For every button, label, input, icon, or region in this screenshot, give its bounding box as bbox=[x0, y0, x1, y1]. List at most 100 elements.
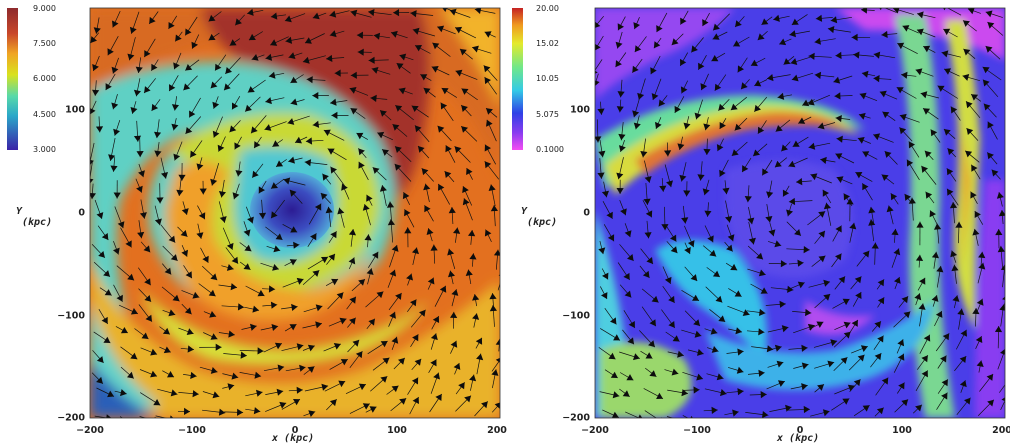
left-y-tick-minus100: −100 bbox=[57, 310, 85, 322]
left-velocity-arrow-head bbox=[329, 30, 337, 38]
right-velocity-arrow-head bbox=[886, 205, 894, 213]
left-velocity-arrow-head bbox=[185, 271, 192, 279]
right-velocity-arrow-head bbox=[618, 133, 626, 141]
left-velocity-arrow-head bbox=[244, 244, 252, 252]
right-velocity-arrows bbox=[595, 8, 1005, 418]
right-velocity-arrow-head bbox=[853, 379, 861, 387]
left-velocity-arrow-head bbox=[256, 389, 263, 397]
left-velocity-arrow-head bbox=[399, 398, 407, 405]
left-velocity-arrow-head bbox=[371, 67, 379, 74]
left-velocity-arrow-head bbox=[250, 323, 257, 331]
left-velocity-arrow-head bbox=[245, 104, 252, 112]
left-velocity-arrow-head bbox=[90, 192, 96, 200]
right-velocity-arrow-head bbox=[780, 260, 787, 268]
right-velocity-arrow-head bbox=[727, 234, 735, 242]
left-velocity-arrow-head bbox=[442, 8, 447, 12]
right-velocity-arrow-head bbox=[960, 329, 967, 337]
left-velocity-arrow-head bbox=[208, 14, 216, 22]
right-velocity-arrow-head bbox=[987, 121, 994, 129]
left-velocity-arrow-head bbox=[392, 124, 400, 131]
right-velocity-arrow-head bbox=[838, 276, 846, 284]
left-velocity-arrow-head bbox=[450, 311, 458, 318]
right-velocity-arrow-head bbox=[807, 323, 815, 331]
right-velocity-arrow-head bbox=[757, 33, 765, 41]
left-velocity-arrow-head bbox=[120, 327, 128, 334]
right-velocity-arrow-head bbox=[855, 172, 863, 179]
left-velocity-arrow-head bbox=[404, 227, 412, 234]
left-velocity-arrow-head bbox=[289, 324, 297, 331]
right-velocity-arrow-head bbox=[874, 321, 881, 329]
left-velocity-arrow-head bbox=[396, 63, 404, 70]
right-velocity-arrow-head bbox=[999, 304, 1005, 311]
left-velocity-arrow-head bbox=[432, 42, 440, 50]
right-velocity-arrow-head bbox=[851, 319, 858, 327]
left-velocity-arrow-head bbox=[113, 247, 120, 255]
left-velocity-arrow-head bbox=[488, 184, 496, 191]
left-velocity-arrow-head bbox=[355, 351, 363, 359]
left-velocity-arrow-head bbox=[212, 391, 220, 399]
left-velocity-arrow-head bbox=[296, 343, 304, 351]
right-velocity-arrow-head bbox=[946, 168, 954, 176]
right-velocity-arrow-head bbox=[632, 65, 639, 73]
right-velocity-arrow-head bbox=[719, 169, 726, 177]
left-velocity-arrow-head bbox=[186, 328, 194, 335]
right-velocity-arrow-head bbox=[982, 66, 990, 74]
left-velocity-arrow-head bbox=[113, 192, 121, 199]
right-velocity-arrow-head bbox=[711, 346, 719, 353]
left-velocity-arrow-head bbox=[231, 256, 239, 264]
left-velocity-arrow-head bbox=[103, 336, 111, 343]
left-velocity-arrow-head bbox=[129, 26, 137, 34]
right-velocity-arrow-head bbox=[774, 240, 782, 248]
right-velocity-arrow-head bbox=[742, 309, 750, 316]
left-velocity-arrow-head bbox=[181, 208, 189, 215]
left-velocity-arrow-head bbox=[137, 231, 145, 239]
right-velocity-arrow-shaft bbox=[1000, 399, 1005, 411]
right-velocity-arrow-shaft bbox=[595, 73, 599, 86]
left-velocity-arrow-head bbox=[462, 198, 470, 206]
right-velocity-arrow-head bbox=[598, 150, 606, 158]
right-velocity-arrow-head bbox=[734, 123, 742, 131]
left-velocity-arrow-head bbox=[459, 48, 467, 56]
right-velocity-arrow-head bbox=[873, 133, 881, 141]
left-velocity-arrow-head bbox=[212, 130, 220, 138]
right-velocity-arrow-head bbox=[882, 111, 890, 119]
right-velocity-arrow-head bbox=[959, 380, 967, 388]
right-velocity-arrow-head bbox=[943, 129, 951, 136]
left-velocity-arrow-head bbox=[461, 105, 468, 112]
right-colorbar-label-5: 0.1000 bbox=[536, 145, 564, 154]
left-velocity-arrow-head bbox=[321, 383, 329, 391]
left-velocity-arrow-head bbox=[290, 226, 298, 233]
right-velocity-arrow-head bbox=[891, 228, 899, 236]
left-velocity-arrow-head bbox=[372, 167, 380, 174]
right-velocity-arrow-head bbox=[731, 149, 739, 156]
left-velocity-arrow-shaft bbox=[497, 282, 500, 291]
right-velocity-arrow-head bbox=[683, 190, 691, 197]
left-velocity-arrow-head bbox=[154, 131, 162, 139]
right-velocity-arrow-head bbox=[941, 392, 948, 400]
left-velocity-arrow-head bbox=[170, 389, 178, 397]
right-velocity-arrow-head bbox=[944, 68, 951, 75]
left-velocity-arrow-head bbox=[96, 212, 104, 219]
right-velocity-arrow-head bbox=[836, 176, 844, 183]
right-y-axis-title-unit: (kpc) bbox=[527, 217, 558, 228]
right-velocity-arrow-head bbox=[690, 274, 698, 281]
right-velocity-arrow-head bbox=[698, 62, 705, 70]
right-velocity-arrow-head bbox=[644, 176, 652, 183]
right-velocity-arrow-head bbox=[712, 270, 720, 277]
left-velocity-arrow-head bbox=[154, 150, 162, 157]
right-velocity-arrow-head bbox=[602, 272, 609, 280]
left-velocity-arrow-head bbox=[398, 87, 406, 95]
right-velocity-arrow-head bbox=[670, 234, 677, 242]
left-velocity-arrow-head bbox=[196, 232, 204, 239]
right-velocity-arrow-head bbox=[955, 221, 963, 228]
right-velocity-arrow-head bbox=[951, 264, 959, 272]
left-velocity-arrow-head bbox=[272, 140, 280, 147]
left-velocity-arrow-shaft bbox=[90, 161, 93, 181]
left-velocity-arrow-head bbox=[302, 56, 310, 64]
left-velocity-arrow-head bbox=[475, 337, 483, 345]
left-velocity-arrow-head bbox=[329, 399, 337, 407]
left-velocity-arrow-head bbox=[229, 39, 237, 46]
right-velocity-arrow-head bbox=[664, 276, 672, 284]
left-velocity-arrow-head bbox=[285, 36, 293, 44]
right-velocity-arrow-head bbox=[815, 14, 823, 22]
